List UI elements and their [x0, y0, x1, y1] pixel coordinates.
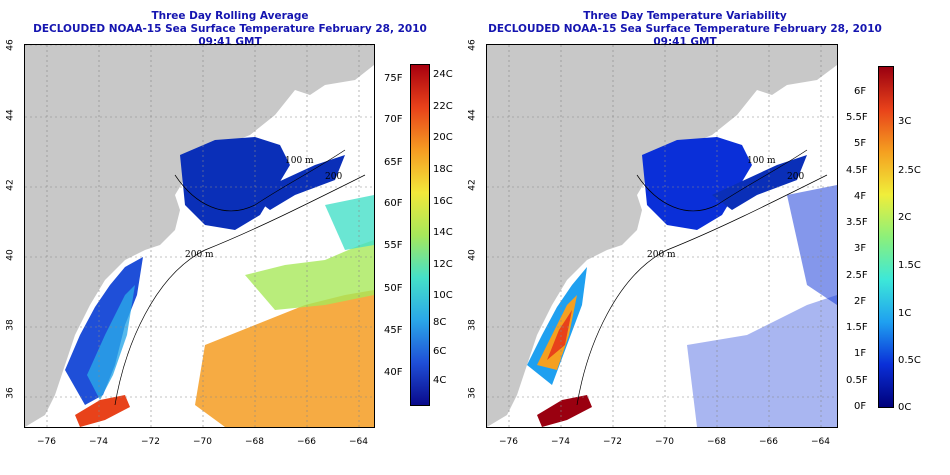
colorbar-label: 4.5F: [846, 165, 868, 176]
lat-tick: 42: [467, 179, 478, 191]
colorbar-label: 70F: [384, 114, 403, 125]
lat-tick: 46: [467, 39, 478, 51]
lon-tick: −76: [499, 437, 518, 447]
contour-100m: 100 m: [285, 156, 314, 166]
colorbar-label: 3.5F: [846, 217, 868, 228]
land-mass: [25, 45, 374, 427]
colorbar-label: 5.5F: [846, 112, 868, 123]
colorbar-label: 14C: [433, 227, 453, 238]
colorbar-label: 12C: [433, 259, 453, 270]
lon-tick: −72: [603, 437, 622, 447]
colorbar-label: 2.5C: [898, 165, 921, 176]
contour-200: 200: [325, 172, 342, 182]
lon-tick: −66: [759, 437, 778, 447]
lon-tick: −74: [551, 437, 570, 447]
lon-tick: −64: [349, 437, 368, 447]
colorbar-label: 0F: [854, 401, 867, 412]
lat-tick: 38: [5, 319, 16, 331]
contour-200: 200: [787, 172, 804, 182]
colorbar-label: 24C: [433, 69, 453, 80]
colorbar-label: 20C: [433, 132, 453, 143]
colorbar-label: 0.5C: [898, 355, 921, 366]
colorbar-label: 22C: [433, 101, 453, 112]
colorbar-label: 55F: [384, 240, 403, 251]
colorbar-label: 1.5C: [898, 260, 921, 271]
lat-tick: 36: [467, 387, 478, 399]
colorbar-label: 60F: [384, 198, 403, 209]
colorbar-label: 50F: [384, 283, 403, 294]
lon-tick: −76: [37, 437, 56, 447]
lat-tick: 36: [5, 387, 16, 399]
colorbar-label: 4F: [854, 191, 867, 202]
lat-tick: 38: [467, 319, 478, 331]
lon-tick: −70: [193, 437, 212, 447]
right-title-line1: Three Day Temperature Variability: [583, 10, 787, 22]
colorbar-label: 0C: [898, 402, 912, 413]
lon-tick: −64: [811, 437, 830, 447]
colorbar-label: 3C: [898, 116, 912, 127]
colorbar-label: 1C: [898, 308, 912, 319]
temperature-colorbar: [410, 64, 430, 406]
colorbar-label: 1F: [854, 348, 867, 359]
colorbar-label: 4C: [433, 375, 447, 386]
right-title: Three Day Temperature Variability DECLOU…: [475, 10, 895, 49]
colorbar-label: 3F: [854, 243, 867, 254]
contour-100m: 100 m: [747, 156, 776, 166]
lon-tick: −72: [141, 437, 160, 447]
lat-tick: 40: [467, 249, 478, 261]
lon-tick: −66: [297, 437, 316, 447]
sst-average-map: 100 m 200 200 m: [24, 44, 375, 428]
colorbar-label: 6C: [433, 346, 447, 357]
lat-tick: 44: [467, 109, 478, 121]
colorbar-label: 2.5F: [846, 270, 868, 281]
lon-tick: −70: [655, 437, 674, 447]
lat-tick: 40: [5, 249, 16, 261]
contour-200m: 200 m: [185, 250, 214, 260]
colorbar-label: 8C: [433, 317, 447, 328]
left-title-line1: Three Day Rolling Average: [151, 10, 309, 22]
colorbar-label: 10C: [433, 290, 453, 301]
colorbar-label: 40F: [384, 367, 403, 378]
colorbar-label: 2C: [898, 212, 912, 223]
lon-tick: −68: [707, 437, 726, 447]
colorbar-label: 0.5F: [846, 375, 868, 386]
colorbar-label: 6F: [854, 86, 867, 97]
contour-200m: 200 m: [647, 250, 676, 260]
colorbar-label: 75F: [384, 73, 403, 84]
lon-tick: −68: [245, 437, 264, 447]
colorbar-label: 5F: [854, 138, 867, 149]
colorbar-label: 18C: [433, 164, 453, 175]
lat-tick: 42: [5, 179, 16, 191]
variability-colorbar: [878, 66, 894, 408]
lat-tick: 44: [5, 109, 16, 121]
colorbar-label: 65F: [384, 157, 403, 168]
colorbar-label: 16C: [433, 196, 453, 207]
colorbar-label: 2F: [854, 296, 867, 307]
lat-tick: 46: [5, 39, 16, 51]
colorbar-label: 45F: [384, 325, 403, 336]
sst-variability-map: 100 m 200 200 m: [486, 44, 838, 428]
colorbar-label: 1.5F: [846, 322, 868, 333]
lon-tick: −74: [89, 437, 108, 447]
